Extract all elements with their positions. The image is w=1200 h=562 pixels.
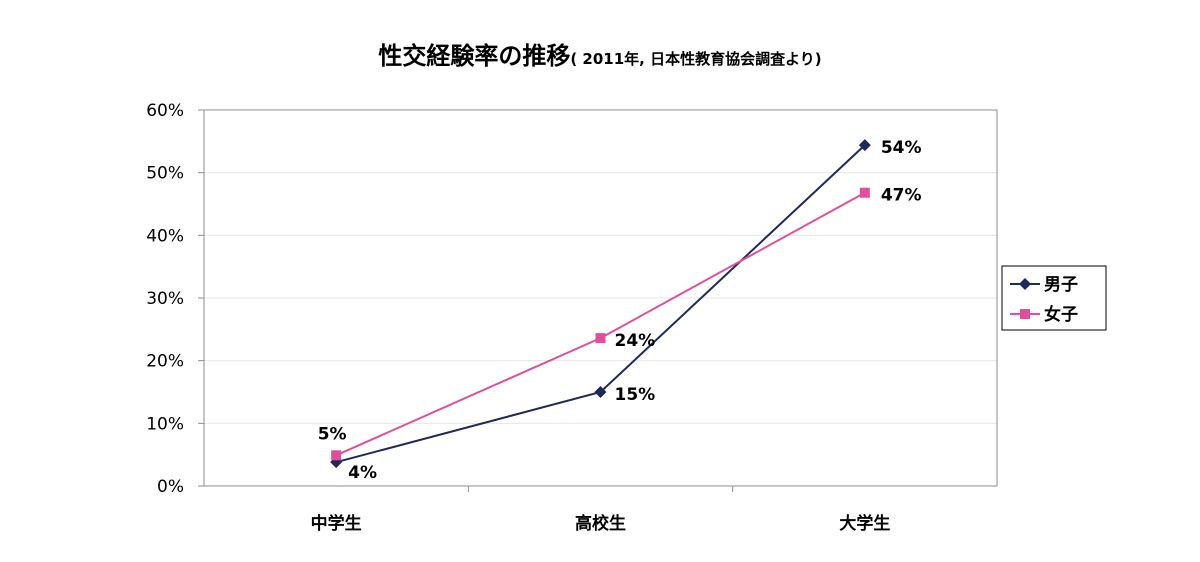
data-label: 47%: [881, 186, 922, 206]
y-tick-label: 40%: [146, 226, 184, 246]
data-label: 5%: [318, 424, 347, 444]
data-label: 15%: [615, 385, 656, 405]
data-label: 24%: [615, 331, 656, 351]
data-point-marker: [595, 333, 606, 344]
y-tick-label: 50%: [146, 164, 184, 184]
x-axis: 中学生 高校生 大学生: [311, 486, 890, 534]
x-tick-label: 高校生: [575, 513, 626, 534]
chart-subtitle: ( 2011年, 日本性教育協会調査より): [570, 50, 822, 68]
x-tick-label: 中学生: [311, 513, 362, 534]
y-tick-label: 20%: [146, 352, 184, 372]
legend-marker: [1019, 278, 1031, 290]
data-point-marker: [331, 450, 342, 461]
data-label: 54%: [881, 138, 922, 158]
legend-box: [1001, 265, 1107, 331]
data-label: 4%: [348, 463, 377, 483]
x-tick-label: 大学生: [839, 513, 890, 534]
series-group: [330, 139, 871, 469]
chart-title-main: 性交経験率の推移: [378, 42, 571, 70]
gridlines: [204, 172, 997, 424]
legend-marker: [1020, 309, 1030, 319]
series-line-male: [335, 144, 866, 464]
y-tick-label: 30%: [146, 289, 184, 309]
data-point-marker: [594, 386, 607, 398]
series-line-female: [335, 191, 866, 457]
y-tick-label: 0%: [157, 477, 184, 497]
data-labels: 4% 15% 54% 5% 24% 47%: [318, 138, 922, 483]
data-point-marker: [859, 187, 870, 198]
y-tick-label: 60%: [146, 101, 184, 121]
legend-label: 女子: [1044, 304, 1078, 325]
chart-title: 性交経験率の推移( 2011年, 日本性教育協会調査より): [0, 36, 1200, 71]
y-axis: 0% 10% 20% 30% 40% 50% 60%: [146, 101, 204, 497]
y-tick-label: 10%: [146, 414, 184, 434]
data-point-marker: [858, 139, 871, 152]
legend-label: 男子: [1044, 275, 1078, 295]
